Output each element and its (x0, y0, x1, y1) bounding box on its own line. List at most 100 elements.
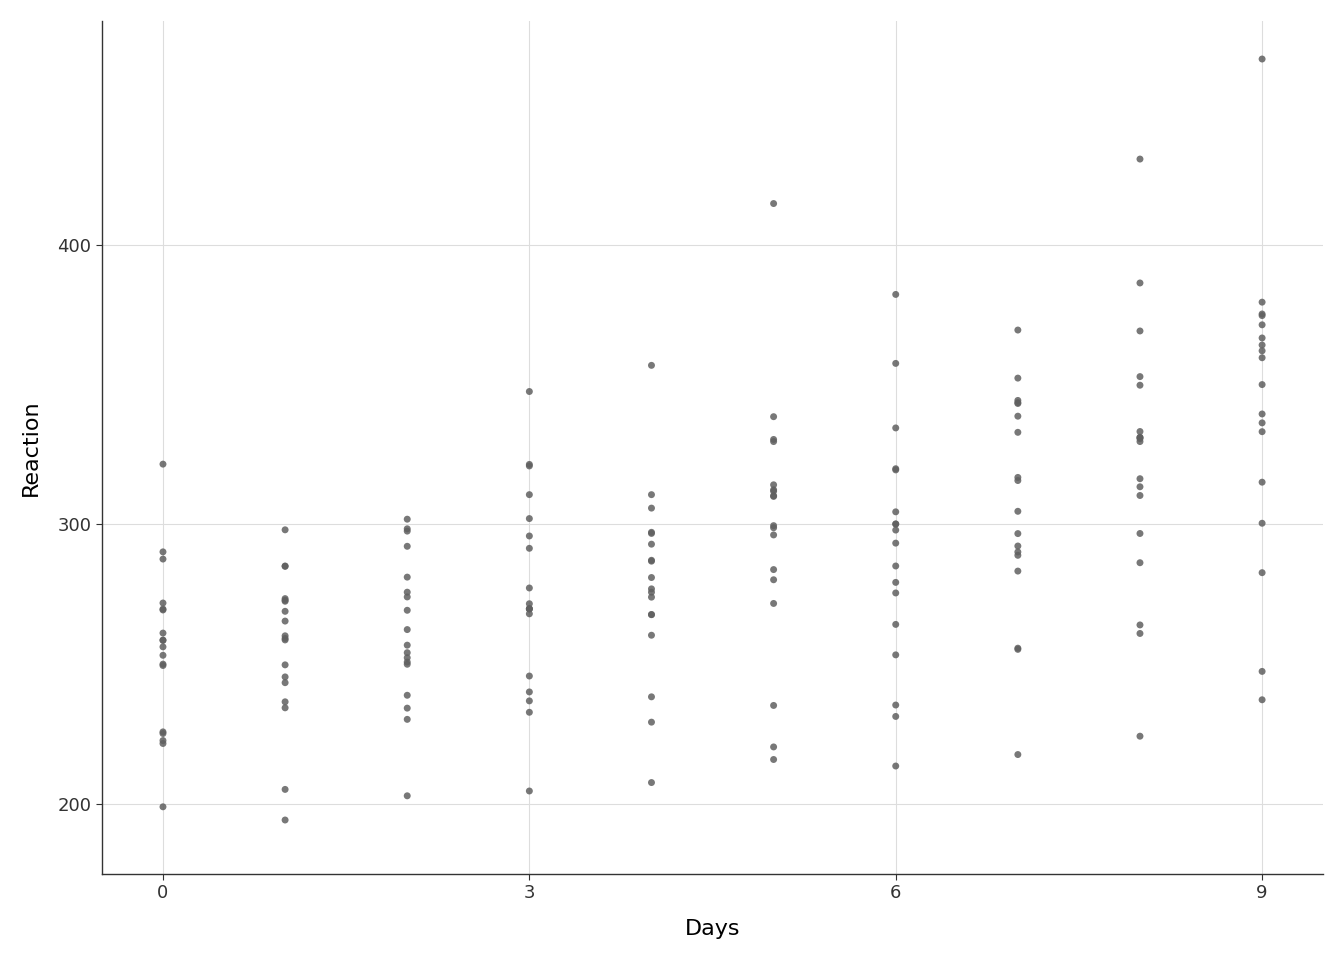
Point (1129, 434, 1150, 449)
Point (641, 358, 663, 373)
Point (152, 625, 173, 640)
Point (1251, 306, 1273, 322)
Point (884, 461, 906, 476)
Point (1007, 393, 1028, 408)
Point (1007, 323, 1028, 338)
Point (152, 544, 173, 560)
Point (884, 463, 906, 478)
Point (152, 735, 173, 751)
Point (641, 524, 663, 540)
Point (1129, 555, 1150, 570)
Point (1251, 350, 1273, 366)
Point (152, 456, 173, 471)
Point (884, 697, 906, 712)
Point (763, 432, 785, 447)
Point (763, 488, 785, 503)
Point (519, 705, 540, 720)
Point (519, 487, 540, 502)
Point (1007, 547, 1028, 563)
Point (884, 559, 906, 574)
Point (884, 647, 906, 662)
Point (396, 701, 418, 716)
Point (1251, 474, 1273, 490)
Point (274, 604, 296, 619)
Point (152, 648, 173, 663)
Point (519, 580, 540, 595)
Point (396, 657, 418, 672)
Point (1129, 479, 1150, 494)
Point (641, 500, 663, 516)
Point (519, 601, 540, 616)
Point (396, 650, 418, 665)
Point (641, 775, 663, 790)
Point (274, 591, 296, 607)
Point (274, 669, 296, 684)
Point (641, 553, 663, 568)
Point (1129, 488, 1150, 503)
Point (1129, 430, 1150, 445)
Point (1129, 430, 1150, 445)
Point (1007, 641, 1028, 657)
Point (1007, 504, 1028, 519)
Point (641, 554, 663, 569)
Point (519, 528, 540, 543)
Point (641, 607, 663, 622)
Point (1007, 473, 1028, 489)
Point (1007, 371, 1028, 386)
Point (152, 601, 173, 616)
Point (274, 613, 296, 629)
Point (396, 637, 418, 653)
Point (274, 593, 296, 609)
Point (884, 356, 906, 372)
Point (152, 551, 173, 566)
Point (1007, 526, 1028, 541)
Point (274, 522, 296, 538)
Point (1129, 526, 1150, 541)
Point (396, 512, 418, 527)
Point (884, 616, 906, 632)
Point (763, 434, 785, 449)
Point (519, 606, 540, 621)
Point (519, 783, 540, 799)
Point (763, 477, 785, 492)
Point (1129, 152, 1150, 167)
Point (884, 516, 906, 532)
Point (1129, 729, 1150, 744)
Point (884, 420, 906, 436)
Point (396, 655, 418, 670)
Point (641, 589, 663, 605)
Point (396, 585, 418, 600)
Point (884, 504, 906, 519)
Point (1251, 337, 1273, 352)
Point (1007, 395, 1028, 410)
Point (274, 628, 296, 643)
Point (763, 572, 785, 588)
Point (274, 633, 296, 648)
Point (763, 698, 785, 713)
Point (274, 812, 296, 828)
Point (396, 539, 418, 554)
Point (152, 799, 173, 814)
Point (1129, 377, 1150, 393)
Point (1129, 431, 1150, 446)
Point (763, 409, 785, 424)
Point (763, 596, 785, 612)
Point (274, 675, 296, 690)
Point (1129, 617, 1150, 633)
Point (884, 522, 906, 538)
Point (519, 601, 540, 616)
Point (396, 521, 418, 537)
Point (884, 586, 906, 601)
Point (1251, 406, 1273, 421)
Point (152, 639, 173, 655)
Point (1251, 308, 1273, 324)
Point (641, 526, 663, 541)
Point (396, 569, 418, 585)
Point (274, 694, 296, 709)
Point (274, 631, 296, 646)
Point (274, 700, 296, 715)
Point (396, 622, 418, 637)
Point (1251, 317, 1273, 332)
Point (1007, 544, 1028, 560)
Point (1129, 369, 1150, 384)
